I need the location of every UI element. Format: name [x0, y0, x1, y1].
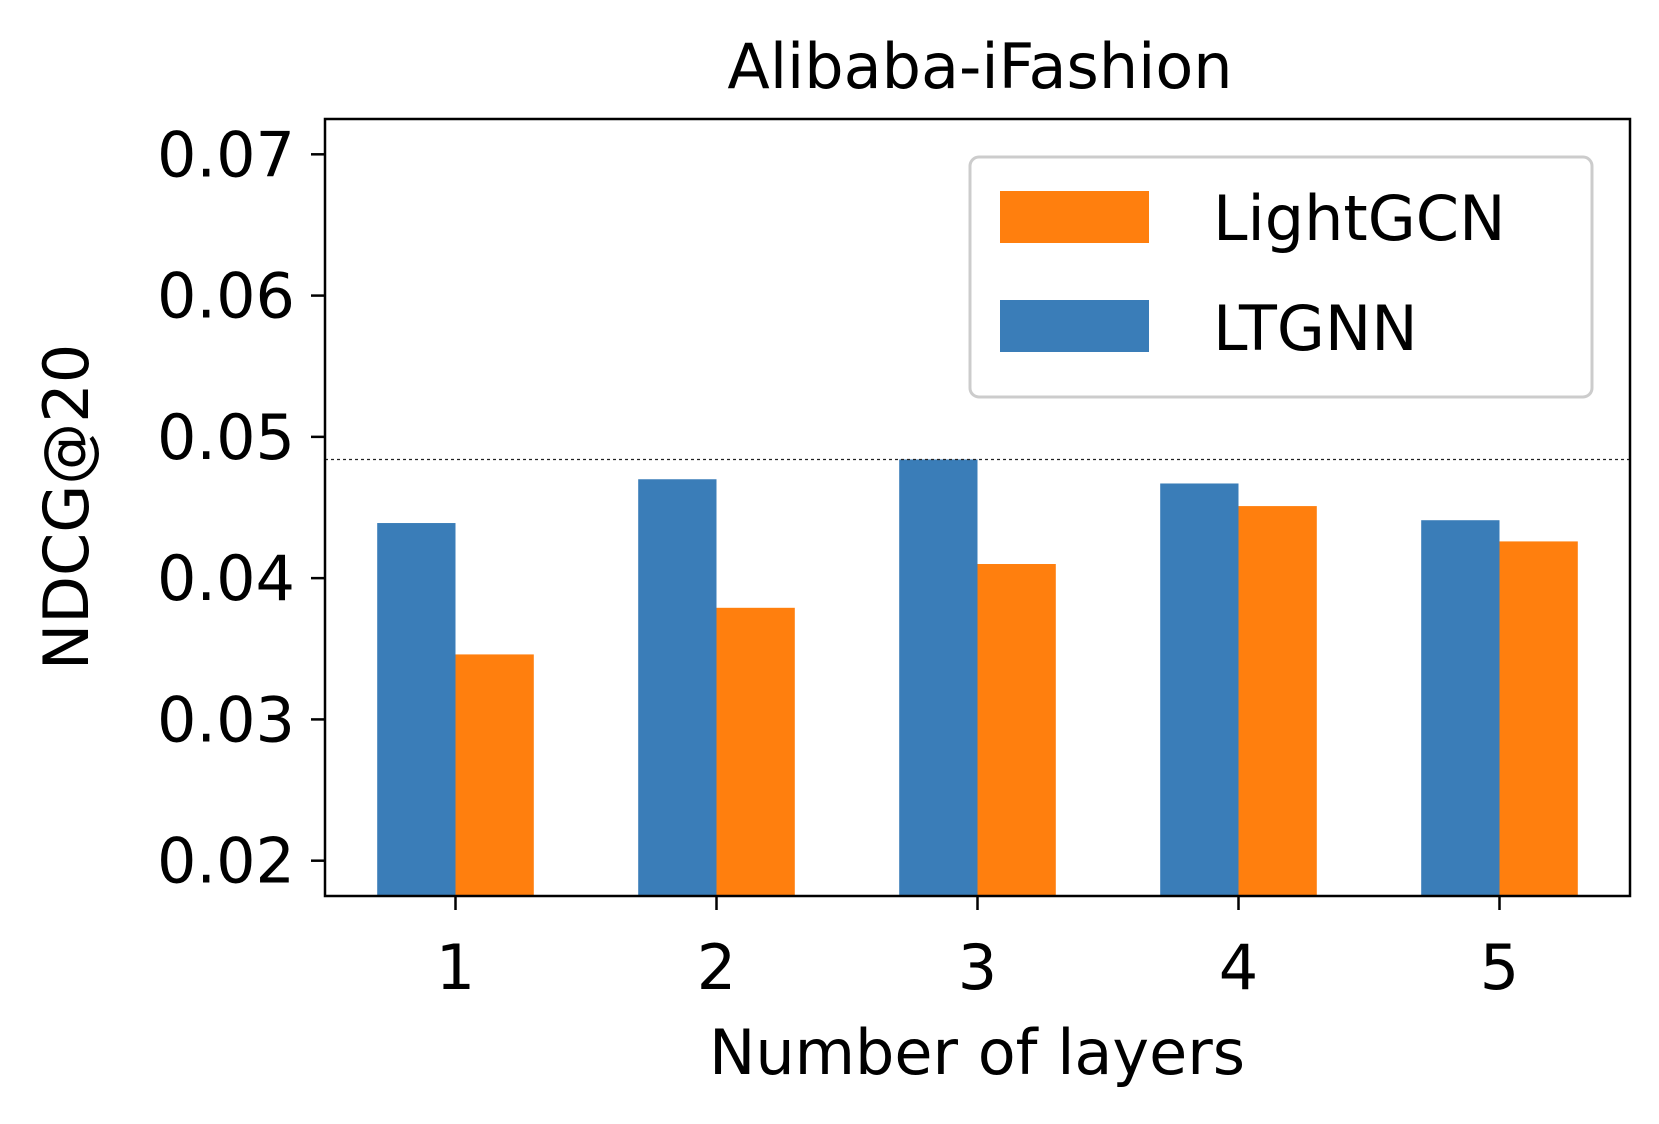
y-axis-label: NDCG@20	[30, 344, 103, 670]
y-tick-label: 0.02	[157, 825, 295, 898]
bar-ltgnn-5	[1421, 520, 1500, 896]
x-tick-label: 2	[697, 931, 736, 1004]
legend-label-lightgcn: LightGCN	[1213, 182, 1505, 255]
bar-lightgcn-4	[1238, 506, 1317, 896]
x-tick-label: 3	[958, 931, 997, 1004]
bar-ltgnn-4	[1160, 483, 1239, 896]
x-axis: 1 2 3 4 5	[436, 896, 1519, 1004]
x-axis-label: Number of layers	[709, 1016, 1245, 1089]
bar-ltgnn-1	[377, 523, 456, 896]
bars-layer	[377, 459, 1578, 896]
legend-swatch-lightgcn	[1000, 191, 1149, 243]
x-tick-label: 5	[1480, 931, 1519, 1004]
y-axis: 0.02 0.03 0.04 0.05 0.06 0.07	[157, 118, 325, 898]
x-tick-label: 4	[1219, 931, 1258, 1004]
legend-label-ltgnn: LTGNN	[1213, 292, 1418, 365]
bar-lightgcn-1	[455, 654, 534, 896]
y-tick-label: 0.04	[157, 542, 295, 615]
x-tick-label: 1	[436, 931, 475, 1004]
bar-ltgnn-3	[899, 459, 978, 896]
bar-lightgcn-5	[1499, 541, 1578, 896]
y-tick-label: 0.07	[157, 118, 295, 191]
y-tick-label: 0.06	[157, 260, 295, 333]
bar-ltgnn-2	[638, 479, 717, 896]
bar-lightgcn-3	[977, 564, 1056, 896]
y-tick-label: 0.03	[157, 683, 295, 756]
legend-swatch-ltgnn	[1000, 300, 1149, 352]
chart-title: Alibaba-iFashion	[727, 30, 1232, 103]
y-tick-label: 0.05	[157, 401, 295, 474]
bar-lightgcn-2	[716, 607, 795, 896]
legend: LightGCN LTGNN	[968, 155, 1594, 399]
